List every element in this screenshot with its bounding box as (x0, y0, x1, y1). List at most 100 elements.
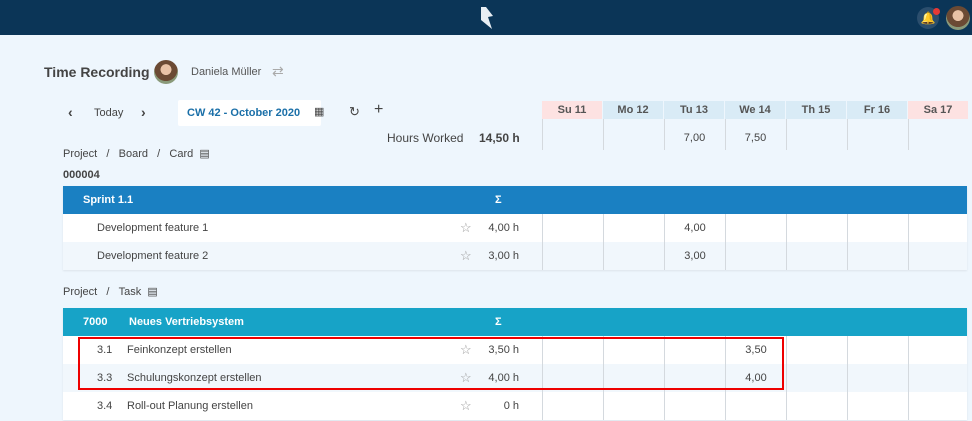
day-cell[interactable] (603, 214, 664, 242)
day-cell[interactable] (847, 242, 908, 270)
day-header[interactable]: Mo 12 (603, 101, 664, 119)
switch-user-icon[interactable]: ⇄ (272, 63, 284, 79)
week-picker[interactable]: CW 42 - October 2020 ▦ (178, 100, 325, 126)
day-header[interactable]: Fr 16 (847, 101, 908, 119)
group-header[interactable]: 7000 Neues Vertriebsystem Σ (63, 308, 967, 336)
user-avatar[interactable] (946, 6, 970, 30)
day-cell[interactable]: 3,50 (725, 336, 786, 364)
day-cell[interactable]: 4,00 (664, 214, 725, 242)
sigma-label: Σ (495, 316, 502, 328)
column-divider (664, 119, 665, 150)
table-row[interactable]: Development feature 2 ☆ 3,00 h 3,00 (63, 242, 967, 270)
table-row[interactable]: Development feature 1 ☆ 4,00 h 4,00 (63, 214, 967, 242)
day-cell[interactable] (786, 214, 847, 242)
day-cell[interactable] (664, 336, 725, 364)
star-icon[interactable]: ☆ (460, 220, 472, 235)
refresh-icon[interactable]: ↻ (349, 104, 360, 119)
day-header[interactable]: Su 11 (542, 101, 603, 119)
day-cell[interactable] (908, 364, 969, 392)
day-cell[interactable] (603, 336, 664, 364)
day-cell[interactable] (786, 242, 847, 270)
day-cell[interactable] (603, 364, 664, 392)
breadcrumb-task: Project / Task ▤ (63, 286, 158, 298)
top-bar: 🔔 (0, 0, 972, 35)
day-cell[interactable] (542, 214, 603, 242)
task-name: Development feature 2 (97, 250, 209, 262)
calendar-icon[interactable]: ▦ (314, 106, 325, 118)
day-cell[interactable]: 4,00 (725, 364, 786, 392)
day-cell[interactable] (908, 214, 969, 242)
day-cell[interactable] (542, 364, 603, 392)
breadcrumb-task-item: Task (118, 286, 142, 298)
day-cell[interactable] (664, 364, 725, 392)
column-divider (847, 119, 848, 150)
day-header[interactable]: Sa 17 (908, 101, 969, 119)
day-cell[interactable] (847, 392, 908, 420)
day-cell[interactable]: 3,00 (664, 242, 725, 270)
day-header[interactable]: We 14 (725, 101, 786, 119)
next-week-button[interactable]: › (141, 104, 146, 120)
notification-badge (933, 8, 940, 15)
table-row[interactable]: 3.4 Roll-out Planung erstellen ☆ 0 h (63, 392, 967, 420)
app-logo-icon[interactable] (479, 7, 493, 29)
column-divider (603, 119, 604, 150)
breadcrumb-project: Project (63, 286, 98, 298)
day-cell[interactable] (542, 336, 603, 364)
day-header[interactable]: Th 15 (786, 101, 847, 119)
day-cell[interactable] (786, 364, 847, 392)
breadcrumb-card: Card (169, 148, 194, 160)
day-cell[interactable] (725, 392, 786, 420)
card-view-icon[interactable]: ▤ (199, 148, 210, 160)
today-button[interactable]: Today (94, 107, 124, 119)
day-header[interactable]: Tu 13 (664, 101, 725, 119)
day-cell[interactable] (725, 214, 786, 242)
day-cell[interactable] (786, 336, 847, 364)
task-number: 3.3 (97, 372, 113, 384)
day-cell[interactable] (847, 364, 908, 392)
day-hours-worked: 7,00 (683, 132, 706, 144)
task-number: 3.4 (97, 400, 113, 412)
group-id: 7000 (83, 316, 108, 328)
task-number: 3.1 (97, 344, 113, 356)
notification-bell-icon[interactable]: 🔔 (917, 7, 940, 29)
star-icon[interactable]: ☆ (460, 248, 472, 263)
day-cell[interactable] (725, 242, 786, 270)
day-cell[interactable] (847, 336, 908, 364)
day-cell[interactable] (603, 392, 664, 420)
star-icon[interactable]: ☆ (460, 342, 472, 357)
week-label: CW 42 - October 2020 (187, 107, 301, 119)
breadcrumb-project: Project (63, 148, 98, 160)
table-row[interactable]: 3.1 Feinkonzept erstellen ☆ 3,50 h 3,50 (63, 336, 967, 364)
add-button[interactable]: + (374, 101, 384, 118)
hours-worked-label: Hours Worked (387, 131, 464, 145)
day-cell[interactable] (603, 242, 664, 270)
breadcrumb-board: Project / Board / Card ▤ (63, 148, 210, 160)
group-header[interactable]: Sprint 1.1 Σ (63, 186, 967, 214)
column-divider (786, 119, 787, 150)
star-icon[interactable]: ☆ (460, 370, 472, 385)
day-cell[interactable] (542, 392, 603, 420)
table-row[interactable]: 3.3 Schulungskonzept erstellen ☆ 4,00 h 4,00 (63, 364, 967, 392)
day-cell[interactable] (786, 392, 847, 420)
column-divider (542, 119, 543, 150)
task-view-icon[interactable]: ▤ (147, 286, 158, 298)
day-cell[interactable] (908, 242, 969, 270)
column-divider (725, 119, 726, 150)
user-name: Daniela Müller (191, 66, 262, 78)
sprint-table: Sprint 1.1 Σ Development feature 1 ☆ 4,00 h 4… (63, 186, 967, 270)
day-cell[interactable] (908, 392, 969, 420)
day-cell[interactable] (847, 214, 908, 242)
task-name: Roll-out Planung erstellen (127, 400, 253, 412)
group-name: Sprint 1.1 (83, 194, 134, 206)
day-cell[interactable] (542, 242, 603, 270)
project-task-table: 7000 Neues Vertriebsystem Σ 3.1 Feinkonzept … (63, 308, 967, 420)
sigma-label: Σ (495, 194, 502, 206)
task-name: Feinkonzept erstellen (127, 344, 232, 356)
day-cell[interactable] (908, 336, 969, 364)
avatar (154, 60, 178, 84)
prev-week-button[interactable]: ‹ (68, 104, 73, 120)
highlight-box (78, 337, 784, 390)
day-cell[interactable] (664, 392, 725, 420)
row-total: 3,50 h (488, 344, 519, 356)
star-icon[interactable]: ☆ (460, 398, 472, 413)
